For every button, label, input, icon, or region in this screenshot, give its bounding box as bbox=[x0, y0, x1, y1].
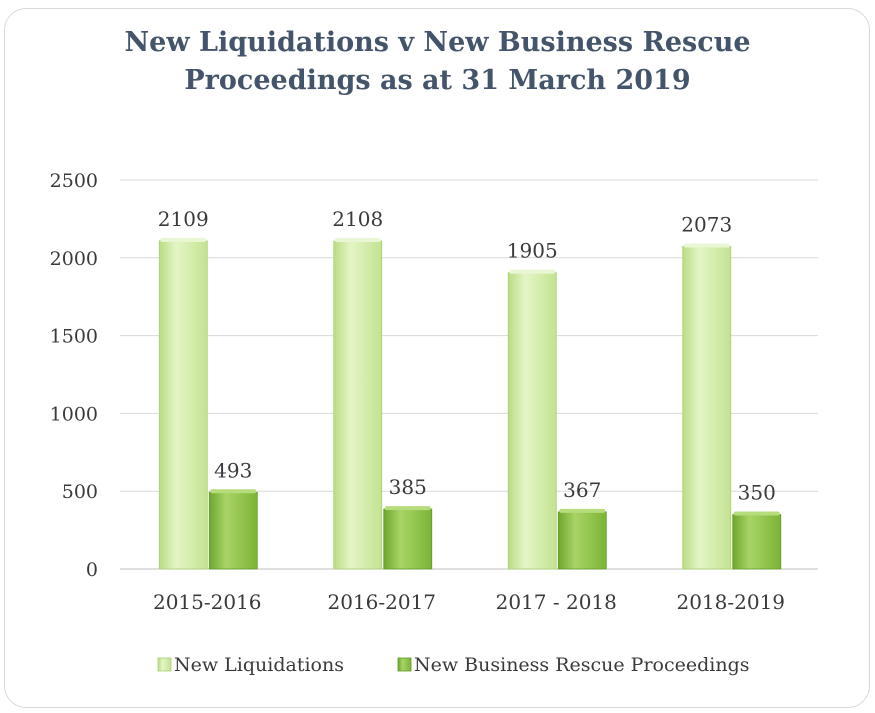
bars bbox=[158, 237, 782, 570]
bar-new-liquidations-3 bbox=[682, 246, 732, 570]
bar-new-liquidations-1 bbox=[333, 240, 383, 570]
y-tick-label: 1000 bbox=[50, 403, 98, 425]
bar-top-cap bbox=[210, 489, 257, 494]
bar-new-liquidations-2 bbox=[507, 272, 557, 570]
bar-top-cap bbox=[509, 269, 556, 274]
x-category-label: 2018-2019 bbox=[676, 590, 785, 614]
bar-top-cap bbox=[733, 511, 780, 516]
chart-title: New Liquidations v New Business Rescue P… bbox=[0, 24, 875, 100]
legend-swatch bbox=[157, 657, 172, 672]
data-labels: 2109 493 2108 385 1905 367 2073 350 bbox=[158, 207, 776, 505]
bar-new-business-rescue-0 bbox=[208, 491, 258, 570]
bar-top-cap bbox=[683, 243, 730, 248]
data-label: 350 bbox=[738, 481, 776, 505]
x-category-label: 2017 - 2018 bbox=[496, 590, 617, 614]
x-axis-categories: 2015-2016 2016-2017 2017 - 2018 2018-2019 bbox=[153, 590, 785, 614]
data-label: 385 bbox=[389, 475, 427, 499]
bar-top-cap bbox=[559, 508, 606, 513]
y-tick-label: 2000 bbox=[50, 248, 98, 270]
data-label: 2109 bbox=[158, 207, 209, 231]
bar-top-cap bbox=[384, 506, 431, 511]
y-tick-label: 0 bbox=[86, 559, 98, 581]
legend-label: New Business Rescue Proceedings bbox=[414, 654, 750, 676]
y-axis-ticks: 0 500 1000 1500 2000 2500 bbox=[50, 170, 98, 581]
chart-title-line-2: Proceedings as at 31 March 2019 bbox=[184, 65, 691, 96]
bar-new-business-rescue-2 bbox=[557, 511, 607, 570]
data-label: 367 bbox=[563, 478, 601, 502]
chart-title-line-1: New Liquidations v New Business Rescue bbox=[124, 27, 751, 58]
legend-swatch bbox=[397, 657, 412, 672]
legend: New Liquidations New Business Rescue Proc… bbox=[157, 654, 750, 676]
x-category-label: 2015-2016 bbox=[153, 590, 262, 614]
bar-new-liquidations-0 bbox=[158, 240, 208, 570]
y-tick-label: 500 bbox=[62, 481, 98, 503]
x-category-label: 2016-2017 bbox=[327, 590, 436, 614]
data-label: 2108 bbox=[332, 207, 383, 231]
data-label: 493 bbox=[214, 458, 252, 482]
legend-label: New Liquidations bbox=[174, 654, 344, 676]
bar-new-business-rescue-1 bbox=[383, 508, 433, 570]
bar-top-cap bbox=[334, 237, 381, 242]
data-label: 2073 bbox=[681, 212, 732, 236]
y-tick-label: 1500 bbox=[50, 326, 98, 348]
data-label: 1905 bbox=[507, 239, 558, 263]
y-tick-label: 2500 bbox=[50, 170, 98, 192]
legend-item-0: New Liquidations bbox=[157, 654, 344, 676]
bar-top-cap bbox=[160, 237, 207, 242]
legend-item-1: New Business Rescue Proceedings bbox=[397, 654, 750, 676]
bar-new-business-rescue-3 bbox=[732, 514, 782, 570]
